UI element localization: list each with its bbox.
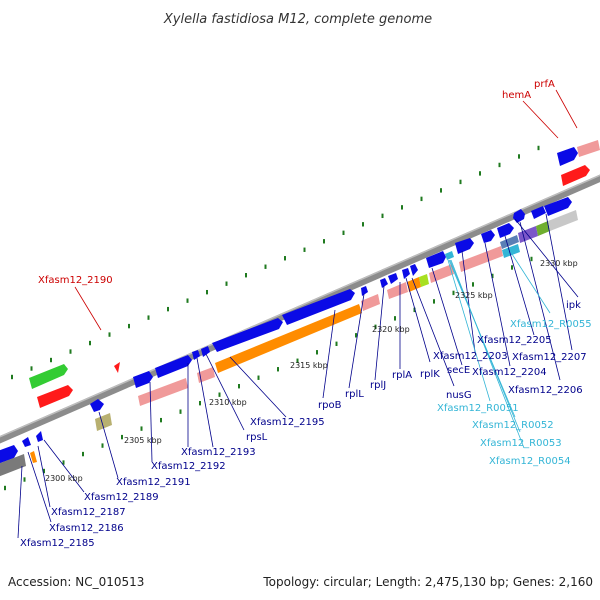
feature-steelblue[interactable] bbox=[500, 235, 519, 249]
label-hema[interactable]: hemA bbox=[502, 90, 531, 101]
label-xfasm12-r0052[interactable]: Xfasm12_R0052 bbox=[472, 420, 554, 431]
label-xfasm12-2204[interactable]: Xfasm12_2204 bbox=[472, 367, 547, 378]
label-sece[interactable]: secE bbox=[447, 365, 470, 376]
rrna-block[interactable] bbox=[361, 294, 380, 311]
ruler-label-2305: 2305 kbp bbox=[124, 436, 162, 445]
rrna-block[interactable] bbox=[577, 140, 600, 157]
ruler-label-2325: 2325 kbp bbox=[455, 291, 493, 300]
label-xfasm12-2192[interactable]: Xfasm12_2192 bbox=[151, 461, 226, 472]
cds-orange[interactable] bbox=[215, 304, 362, 373]
label-xfasm12-r0053[interactable]: Xfasm12_R0053 bbox=[480, 438, 562, 449]
feature-lightgray[interactable] bbox=[548, 210, 578, 231]
gene-arrow-hemA[interactable] bbox=[557, 147, 578, 166]
gene-arrow-2195[interactable] bbox=[212, 318, 283, 352]
label-xfasm12-2187[interactable]: Xfasm12_2187 bbox=[51, 507, 126, 518]
label-rplk[interactable]: rplK bbox=[420, 369, 440, 380]
gene-arrow-2186[interactable] bbox=[22, 437, 31, 447]
gene-arrow-rpoB[interactable] bbox=[282, 289, 355, 325]
feature-cyan[interactable] bbox=[445, 251, 454, 260]
rrna-block[interactable] bbox=[459, 246, 503, 272]
gene-arrow-2205[interactable] bbox=[497, 223, 514, 238]
footer-accession: Accession: NC_010513 bbox=[8, 575, 144, 589]
gene-arrow-secE[interactable] bbox=[426, 251, 446, 268]
gene-arrow-rpsL[interactable] bbox=[201, 346, 210, 357]
page-title: Xylella fastidiosa M12, complete genome bbox=[163, 12, 432, 27]
label-prfa[interactable]: prfA bbox=[534, 79, 555, 90]
gene-arrow-2189[interactable] bbox=[90, 399, 104, 412]
gene-labels-blue: Xfasm12_2185 Xfasm12_2186 Xfasm12_2187 X… bbox=[20, 300, 587, 549]
gene-arrow-2206[interactable] bbox=[544, 197, 572, 216]
label-xfasm12-r0051[interactable]: Xfasm12_R0051 bbox=[437, 403, 519, 414]
gene-arrow-2192[interactable] bbox=[155, 355, 192, 378]
feature-olive[interactable] bbox=[536, 221, 550, 236]
gene-arrow-rplJ[interactable] bbox=[380, 278, 388, 288]
gene-labels-cyan: Xfasm12_R0051 Xfasm12_R0052 Xfasm12_R005… bbox=[437, 319, 592, 467]
label-rpsl[interactable]: rpsL bbox=[246, 432, 268, 443]
label-ipk[interactable]: ipk bbox=[566, 300, 581, 311]
gene-arrow-2191[interactable] bbox=[133, 371, 153, 388]
label-xfasm12-2189[interactable]: Xfasm12_2189 bbox=[84, 492, 159, 503]
rrna-block[interactable] bbox=[197, 367, 215, 383]
label-xfasm12-2186[interactable]: Xfasm12_2186 bbox=[49, 523, 124, 534]
feature-green[interactable] bbox=[29, 364, 68, 389]
ruler-label-2310: 2310 kbp bbox=[209, 398, 247, 407]
gene-arrow-2207[interactable] bbox=[531, 206, 546, 219]
footer-summary: Topology: circular; Length: 2,475,130 bp… bbox=[262, 575, 593, 589]
label-xfasm12-2195[interactable]: Xfasm12_2195 bbox=[250, 417, 325, 428]
gene-arrow-2193[interactable] bbox=[192, 350, 200, 360]
ruler-label-2300: 2300 kbp bbox=[45, 474, 83, 483]
label-xfasm12-2205[interactable]: Xfasm12_2205 bbox=[477, 335, 552, 346]
label-rpla[interactable]: rplA bbox=[392, 370, 412, 381]
cds-orange[interactable] bbox=[30, 451, 37, 463]
ruler-labels: 2300 kbp 2305 kbp 2310 kbp 2315 kbp 2320… bbox=[45, 259, 578, 483]
label-rpob[interactable]: rpoB bbox=[318, 400, 342, 411]
gene-arrow-rplK[interactable] bbox=[402, 268, 410, 279]
gene-arrow-2185[interactable] bbox=[0, 445, 18, 465]
label-xfasm12-2203[interactable]: Xfasm12_2203 bbox=[433, 351, 508, 362]
label-xfasm12-2206[interactable]: Xfasm12_2206 bbox=[508, 385, 583, 396]
feature-cyan[interactable] bbox=[502, 244, 520, 258]
rrna-block[interactable] bbox=[387, 282, 408, 299]
feature-red-marker[interactable] bbox=[114, 362, 120, 373]
label-xfasm12-r0055[interactable]: Xfasm12_R0055 bbox=[510, 319, 592, 330]
label-connectors bbox=[17, 89, 579, 539]
cds-orange[interactable] bbox=[407, 277, 421, 292]
gene-arrow-2204[interactable] bbox=[481, 230, 495, 243]
gene-arrow-rplL[interactable] bbox=[361, 286, 368, 296]
gene-arrow-ipk[interactable] bbox=[513, 209, 525, 223]
ruler-label-2320: 2320 kbp bbox=[372, 325, 410, 334]
label-xfasm12-2191[interactable]: Xfasm12_2191 bbox=[116, 477, 191, 488]
gene-labels-red: Xfasm12_2190 hemA prfA bbox=[38, 79, 555, 286]
label-nusg[interactable]: nusG bbox=[446, 390, 472, 401]
gene-arrow-nusG[interactable] bbox=[410, 264, 418, 276]
feature-khaki[interactable] bbox=[95, 413, 112, 431]
label-xfasm12-2185[interactable]: Xfasm12_2185 bbox=[20, 538, 95, 549]
label-xfasm12-2193[interactable]: Xfasm12_2193 bbox=[181, 447, 256, 458]
ruler-label-2330: 2330 kbp bbox=[540, 259, 578, 268]
label-xfasm12-r0054[interactable]: Xfasm12_R0054 bbox=[489, 456, 571, 467]
gene-arrow-2203[interactable] bbox=[455, 238, 474, 254]
features bbox=[0, 140, 600, 478]
label-rplj[interactable]: rplJ bbox=[370, 380, 386, 391]
label-xfasm12-2207[interactable]: Xfasm12_2207 bbox=[512, 352, 587, 363]
feature-red[interactable] bbox=[37, 385, 73, 408]
feature-gray[interactable] bbox=[0, 454, 26, 478]
gene-arrow-2187[interactable] bbox=[36, 431, 43, 442]
label-xfasm12-2190[interactable]: Xfasm12_2190 bbox=[38, 275, 113, 286]
ruler-label-2315: 2315 kbp bbox=[290, 361, 328, 370]
label-rpll[interactable]: rplL bbox=[345, 389, 364, 400]
feature-lime[interactable] bbox=[419, 274, 429, 287]
gene-arrow-rplA[interactable] bbox=[388, 273, 398, 284]
feature-red-prfA[interactable] bbox=[561, 165, 590, 186]
tick-rows bbox=[4, 145, 540, 491]
